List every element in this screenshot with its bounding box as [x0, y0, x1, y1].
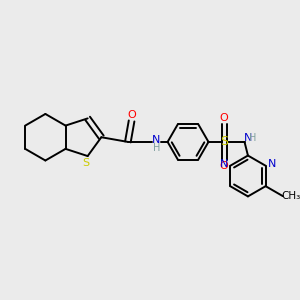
Text: S: S — [220, 135, 228, 148]
Text: S: S — [83, 158, 90, 168]
Text: O: O — [220, 113, 229, 123]
Text: H: H — [153, 143, 160, 153]
Text: O: O — [220, 161, 229, 171]
Text: N: N — [268, 159, 276, 169]
Text: H: H — [249, 133, 256, 143]
Text: N: N — [152, 136, 160, 146]
Text: N: N — [244, 133, 252, 143]
Text: O: O — [127, 110, 136, 120]
Text: CH₃: CH₃ — [281, 191, 300, 201]
Text: N: N — [220, 159, 228, 169]
